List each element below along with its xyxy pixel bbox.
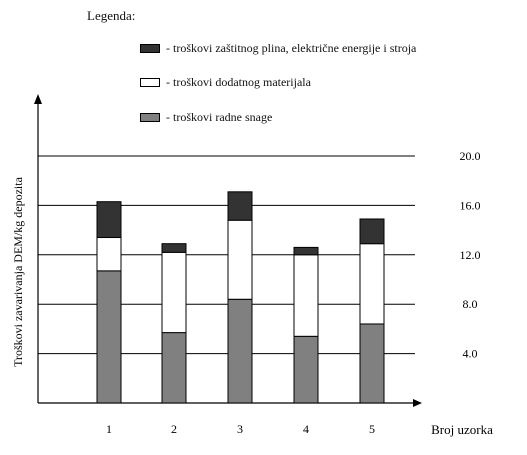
x-axis-label: Broj uzorka <box>431 422 493 437</box>
y-tick-label: 12.0 <box>460 248 481 262</box>
bar-segment <box>96 201 122 239</box>
bar-segment <box>359 218 385 245</box>
legend-item-filler-material: - troškovi dodatnog materijala <box>140 75 311 90</box>
legend-label-gas-energy-machine: - troškovi zaštitnog plina, električne e… <box>166 41 417 55</box>
bar-segment <box>293 335 319 404</box>
bar-segment <box>293 254 319 337</box>
x-axis-arrowhead <box>413 399 422 407</box>
bar-segment <box>96 237 122 272</box>
x-tick-label: 5 <box>369 422 375 436</box>
bar-segment <box>161 251 187 334</box>
legend-item-labor: - troškovi radne snage <box>140 110 272 125</box>
bar-segment <box>161 243 187 253</box>
bar-segment <box>96 270 122 404</box>
legend-swatch-gray <box>140 113 160 122</box>
legend-label-labor: - troškovi radne snage <box>166 110 273 124</box>
legend-swatch-white <box>140 78 160 87</box>
bar-segment <box>359 323 385 404</box>
bar-segment <box>227 191 253 221</box>
x-tick-label: 1 <box>106 422 112 436</box>
x-tick-label: 3 <box>237 422 243 436</box>
bar-segment <box>359 243 385 325</box>
y-tick-label: 20.0 <box>460 149 481 163</box>
y-tick-label: 16.0 <box>460 198 481 212</box>
bar-segment <box>161 332 187 404</box>
bar-segment <box>293 246 319 256</box>
y-tick-label: 4.0 <box>463 347 478 361</box>
bar-segment <box>227 298 253 404</box>
y-axis-arrowhead <box>34 94 42 104</box>
legend-label-filler-material: - troškovi dodatnog materijala <box>166 75 311 89</box>
legend-swatch-dark <box>140 44 160 53</box>
y-tick-label: 8.0 <box>463 297 478 311</box>
bar-segment <box>227 219 253 300</box>
y-axis-label: Troškovi zavarivanja DEM/kg depozita <box>11 176 25 367</box>
x-tick-label: 2 <box>171 422 177 436</box>
legend-item-gas-energy-machine: - troškovi zaštitnog plina, električne e… <box>140 41 416 56</box>
x-tick-label: 4 <box>303 422 309 436</box>
legend-title: Legenda: <box>87 8 136 23</box>
